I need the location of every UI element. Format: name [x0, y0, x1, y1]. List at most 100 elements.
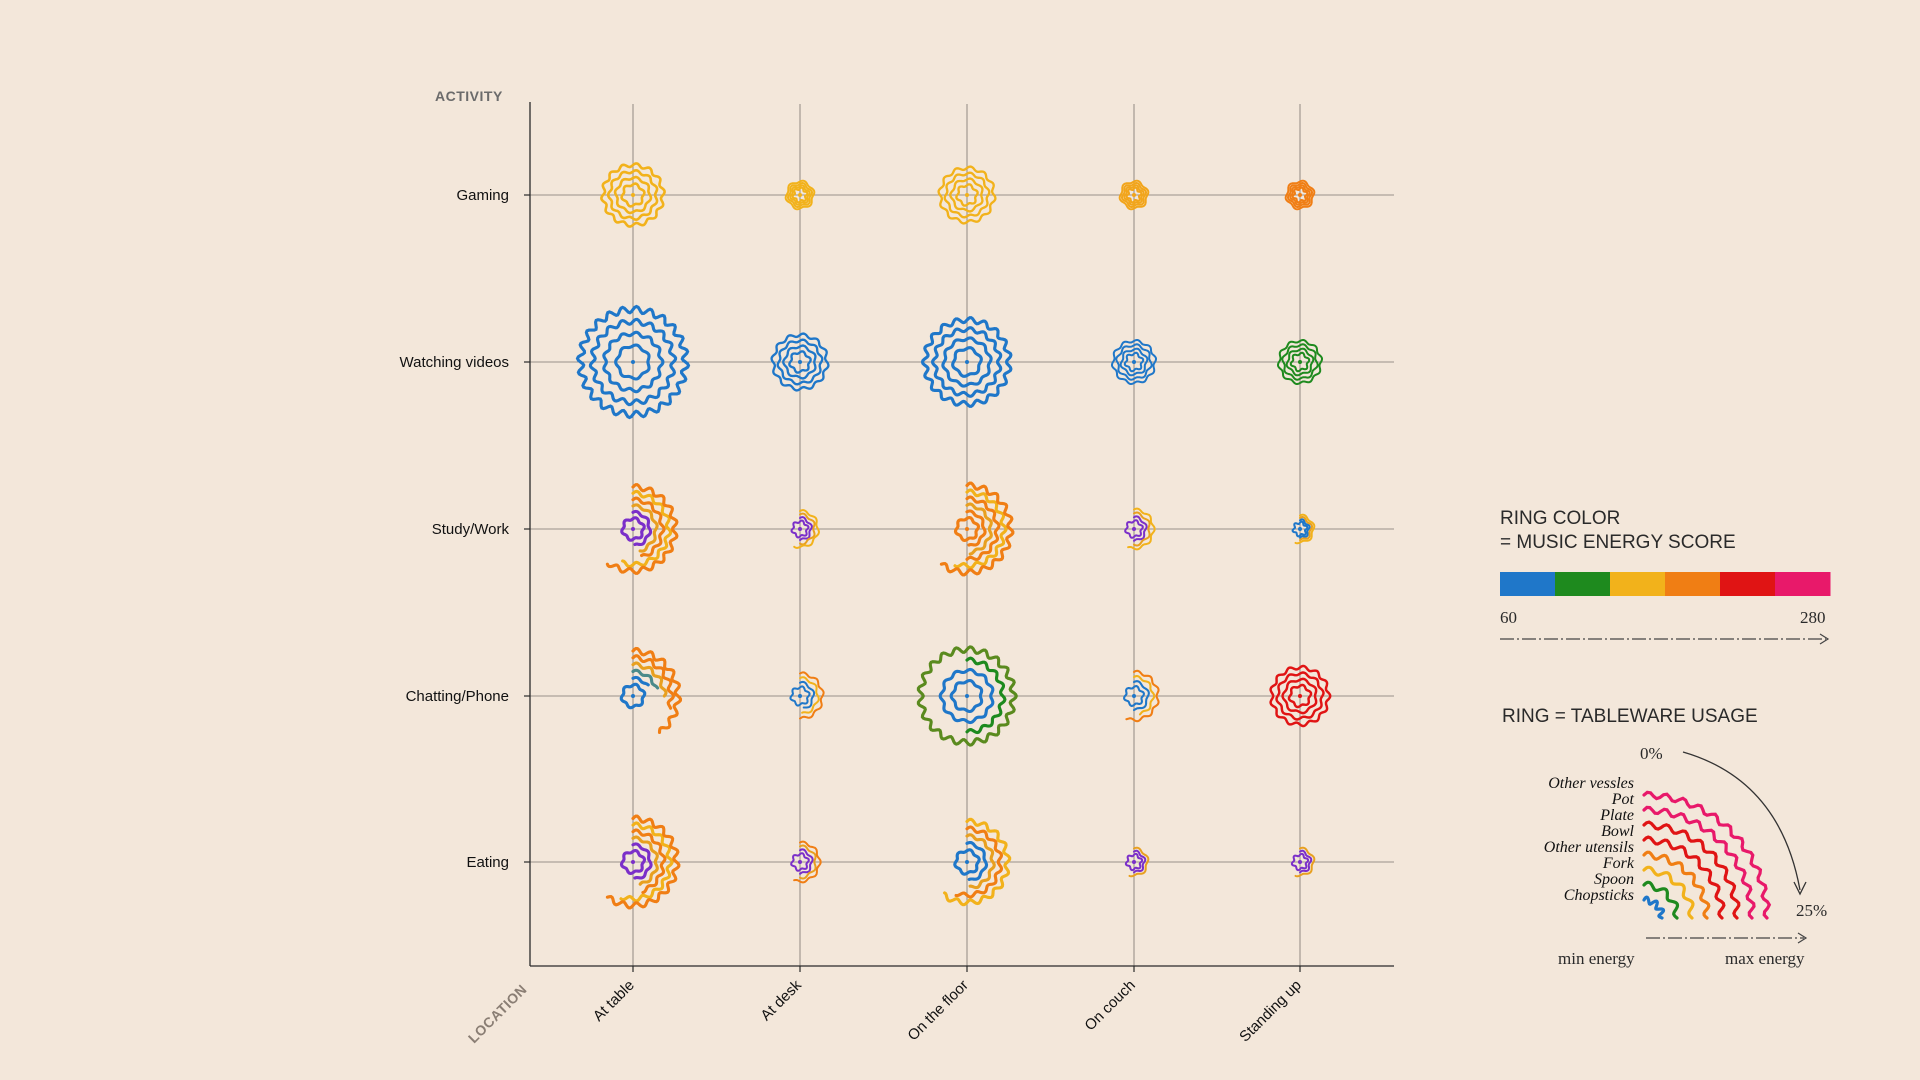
ring	[793, 840, 822, 884]
legend-color-title-1: RING COLOR	[1500, 508, 1620, 529]
ring	[793, 509, 820, 549]
glyph-watching-videos-at-table	[575, 304, 691, 420]
ring	[613, 175, 653, 215]
ring	[789, 184, 811, 206]
glyph-watching-videos-standing-up	[1277, 339, 1323, 385]
colorbar-segment	[1555, 572, 1611, 596]
glyph-center	[965, 360, 969, 364]
axes: ACTIVITY LOCATION	[435, 88, 1394, 1046]
usage-arrow	[1682, 751, 1801, 891]
ring	[1291, 186, 1309, 204]
glyph-center	[631, 860, 635, 864]
ring	[631, 828, 667, 895]
ring	[620, 182, 646, 208]
ring	[614, 343, 651, 381]
ring	[916, 645, 1018, 747]
tableware-wave	[1642, 835, 1726, 920]
glyph-chatting-phone-on-the-floor	[916, 645, 1018, 747]
ring	[965, 509, 987, 547]
ring	[788, 350, 812, 374]
glyph-center	[1298, 860, 1302, 864]
ring	[782, 344, 817, 380]
glyph-chatting-phone-at-table	[619, 646, 683, 734]
ring	[1285, 347, 1315, 377]
tableware-waves	[1642, 790, 1772, 920]
ring	[1133, 849, 1147, 874]
ring	[1132, 680, 1150, 712]
legend-zero-label: 0%	[1640, 744, 1663, 763]
glyph-center	[631, 193, 635, 197]
glyph-center	[798, 694, 802, 698]
ring	[941, 336, 993, 388]
ring	[953, 515, 981, 543]
glyph-center	[1298, 193, 1302, 197]
glyph-study-work-on-the-floor	[939, 481, 1015, 577]
ring	[1269, 664, 1332, 728]
ring	[1125, 186, 1143, 204]
ring	[605, 483, 679, 575]
activity-label: Watching videos	[400, 354, 510, 371]
ring	[600, 162, 666, 228]
glyph-watching-videos-on-the-floor	[920, 316, 1013, 408]
glyph-center	[965, 860, 969, 864]
ring	[1275, 671, 1325, 721]
ring	[631, 835, 659, 886]
tableware-wave	[1642, 850, 1711, 920]
colorbar-segment	[1500, 572, 1556, 596]
ring	[1281, 677, 1318, 715]
ring	[606, 168, 659, 222]
ring	[631, 654, 676, 710]
ring	[619, 821, 674, 903]
glyph-center	[1298, 360, 1302, 364]
location-label: On couch	[1081, 977, 1138, 1034]
legend-color: RING COLOR = MUSIC ENERGY SCORE 60 280	[1500, 508, 1831, 645]
ring	[631, 496, 666, 558]
ring	[949, 177, 984, 213]
tableware-wave	[1642, 880, 1680, 920]
ring	[965, 840, 989, 881]
glyph-center	[1132, 193, 1136, 197]
ring	[799, 676, 820, 714]
colorbar-segment	[1665, 572, 1721, 596]
ring	[943, 817, 1012, 907]
glyph-center	[798, 360, 802, 364]
glyph-center	[798, 193, 802, 197]
legend-tableware: RING = TABLEWARE USAGE 0% 25% Other vess…	[1502, 706, 1827, 968]
glyph-eating-on-couch	[1124, 846, 1150, 878]
activity-label: Study/Work	[432, 521, 510, 538]
glyph-center	[798, 860, 802, 864]
ring	[1123, 685, 1145, 707]
glyph-gaming-at-table	[600, 162, 666, 228]
glyph-center	[1132, 527, 1136, 531]
ring	[1132, 675, 1156, 716]
glyph-chatting-phone-standing-up	[1269, 664, 1332, 728]
ring	[575, 304, 691, 420]
colorbar-segment	[1775, 572, 1831, 596]
tableware-label: Spoon	[1594, 871, 1634, 888]
ring	[965, 502, 993, 556]
tableware-label: Fork	[1602, 855, 1635, 872]
ring	[1284, 179, 1316, 211]
ring	[631, 842, 653, 880]
ring	[631, 646, 683, 734]
ring	[1294, 513, 1316, 545]
ring	[588, 317, 678, 407]
ring	[770, 332, 830, 392]
ring	[621, 489, 673, 569]
usage-arrow-head	[1793, 881, 1807, 896]
glyph-chatting-phone-on-couch	[1123, 669, 1160, 723]
x-axis-title: LOCATION	[465, 981, 530, 1046]
glyph-center	[965, 527, 969, 531]
glyph-eating-on-the-floor	[943, 817, 1012, 907]
glyph-center	[631, 694, 635, 698]
ring	[930, 326, 1003, 398]
ring	[1128, 846, 1150, 878]
ring	[953, 848, 981, 876]
ring	[631, 509, 653, 547]
ring	[1124, 519, 1144, 539]
ring	[790, 852, 810, 872]
ring	[1123, 184, 1145, 206]
ring	[1289, 351, 1311, 373]
ring	[799, 512, 816, 546]
glyph-eating-at-desk	[790, 840, 822, 884]
